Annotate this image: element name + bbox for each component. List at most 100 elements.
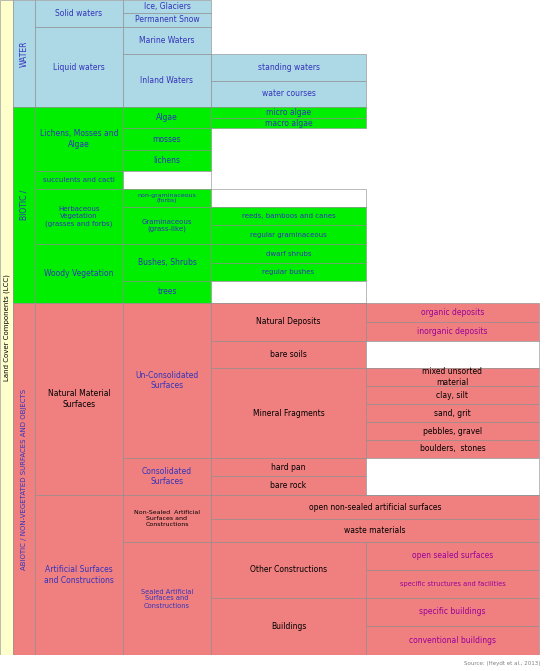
Bar — [123, 495, 211, 542]
Bar — [123, 0, 211, 13]
Bar — [13, 0, 35, 107]
Text: specific buildings: specific buildings — [419, 607, 486, 617]
Text: dwarf shrubs: dwarf shrubs — [266, 250, 311, 256]
Bar — [123, 171, 211, 189]
Text: standing waters: standing waters — [258, 63, 319, 72]
Bar — [123, 189, 211, 207]
Text: regular bushes: regular bushes — [263, 269, 314, 275]
Text: Consolidated
Surfaces: Consolidated Surfaces — [142, 467, 192, 486]
Bar — [0, 0, 13, 655]
Bar — [211, 107, 366, 118]
Bar — [211, 542, 366, 598]
Text: Permanent Snow: Permanent Snow — [135, 15, 199, 25]
Text: Land Cover Components (LCC): Land Cover Components (LCC) — [3, 274, 10, 381]
Bar — [211, 476, 366, 495]
Text: conventional buildings: conventional buildings — [409, 636, 496, 645]
Text: Bushes, Shrubs: Bushes, Shrubs — [138, 258, 197, 267]
Bar — [13, 107, 35, 303]
Text: Woody Vegetation: Woody Vegetation — [44, 269, 114, 278]
Bar — [211, 118, 366, 128]
Bar — [211, 81, 366, 107]
Bar — [35, 495, 123, 655]
Text: Herbaceous
Vegetation
(grasses and forbs): Herbaceous Vegetation (grasses and forbs… — [45, 206, 112, 227]
Text: Lichens, Mosses and
Algae: Lichens, Mosses and Algae — [40, 130, 118, 149]
Bar — [123, 458, 211, 495]
Text: succulents and cacti: succulents and cacti — [43, 177, 115, 183]
Text: non-graminaceous
(forbs): non-graminaceous (forbs) — [138, 193, 197, 203]
Bar — [366, 422, 539, 440]
Bar — [0, 655, 546, 671]
Bar — [123, 303, 211, 458]
Text: WATER: WATER — [20, 40, 28, 66]
Bar — [366, 386, 539, 404]
Bar — [366, 542, 539, 570]
Bar — [366, 404, 539, 422]
Text: BIOTIC /: BIOTIC / — [20, 190, 28, 220]
Text: bare rock: bare rock — [270, 481, 306, 490]
Text: mixed unsorted
material: mixed unsorted material — [423, 367, 483, 386]
Bar — [211, 495, 539, 519]
Text: regular graminaceous: regular graminaceous — [250, 231, 327, 238]
Bar — [123, 107, 211, 128]
Text: open sealed surfaces: open sealed surfaces — [412, 552, 493, 560]
Bar — [366, 368, 539, 386]
Bar — [366, 341, 539, 368]
Bar — [35, 107, 123, 171]
Bar — [211, 598, 366, 655]
Bar — [35, 27, 123, 107]
Bar — [211, 189, 366, 207]
Bar — [211, 263, 366, 281]
Bar — [211, 303, 366, 341]
Bar — [35, 0, 123, 27]
Text: waste materials: waste materials — [344, 526, 406, 535]
Text: sand, grit: sand, grit — [434, 409, 471, 417]
Text: hard pan: hard pan — [271, 462, 306, 472]
Text: Buildings: Buildings — [271, 622, 306, 631]
Text: Sealed Artificial
Surfaces and
Constructions: Sealed Artificial Surfaces and Construct… — [141, 588, 193, 609]
Bar — [35, 303, 123, 495]
Bar — [123, 150, 211, 171]
Text: bare soils: bare soils — [270, 350, 307, 359]
Bar — [35, 244, 123, 303]
Bar — [211, 368, 366, 458]
Bar — [123, 13, 211, 27]
Text: boulders,  stones: boulders, stones — [420, 444, 485, 454]
Text: reeds, bamboos and canes: reeds, bamboos and canes — [242, 213, 335, 219]
Text: micro algae: micro algae — [266, 108, 311, 117]
Bar — [35, 171, 123, 189]
Text: Un-Consolidated
Surfaces: Un-Consolidated Surfaces — [135, 371, 199, 391]
Text: Natural Material
Surfaces: Natural Material Surfaces — [48, 389, 110, 409]
Bar — [366, 303, 539, 322]
Bar — [123, 207, 211, 244]
Bar — [211, 519, 539, 542]
Text: Solid waters: Solid waters — [56, 9, 103, 18]
Text: Mineral Fragments: Mineral Fragments — [253, 409, 324, 417]
Text: Algae: Algae — [156, 113, 178, 122]
Bar — [211, 458, 366, 476]
Text: specific structures and facilities: specific structures and facilities — [400, 581, 506, 587]
Text: lichens: lichens — [153, 156, 181, 165]
Text: organic deposits: organic deposits — [421, 308, 484, 317]
Bar — [211, 225, 366, 244]
Bar — [366, 458, 539, 495]
Text: Marine Waters: Marine Waters — [139, 36, 195, 45]
Text: Other Constructions: Other Constructions — [250, 566, 327, 574]
Text: Non-Sealed  Artificial
Surfaces and
Constructions: Non-Sealed Artificial Surfaces and Const… — [134, 510, 200, 527]
Bar — [123, 542, 211, 655]
Text: Natural Deposits: Natural Deposits — [256, 317, 321, 327]
Bar — [123, 281, 211, 303]
Bar — [366, 440, 539, 458]
Text: Artificial Surfaces
and Constructions: Artificial Surfaces and Constructions — [44, 565, 114, 584]
Bar — [123, 54, 211, 107]
Text: Ice, Glaciers: Ice, Glaciers — [144, 2, 191, 11]
Text: Inland Waters: Inland Waters — [140, 76, 193, 85]
Bar — [123, 128, 211, 150]
Bar — [211, 244, 366, 263]
Bar — [211, 207, 366, 225]
Text: ABIOTIC / NON-VEGETATED SURFACES AND OBJECTS: ABIOTIC / NON-VEGETATED SURFACES AND OBJ… — [21, 389, 27, 570]
Bar — [35, 189, 123, 244]
Text: Source: (Heydt et al., 2013): Source: (Heydt et al., 2013) — [464, 660, 540, 666]
Text: clay, silt: clay, silt — [436, 391, 468, 399]
Text: open non-sealed artificial surfaces: open non-sealed artificial surfaces — [308, 503, 441, 511]
Text: inorganic deposits: inorganic deposits — [417, 327, 488, 336]
